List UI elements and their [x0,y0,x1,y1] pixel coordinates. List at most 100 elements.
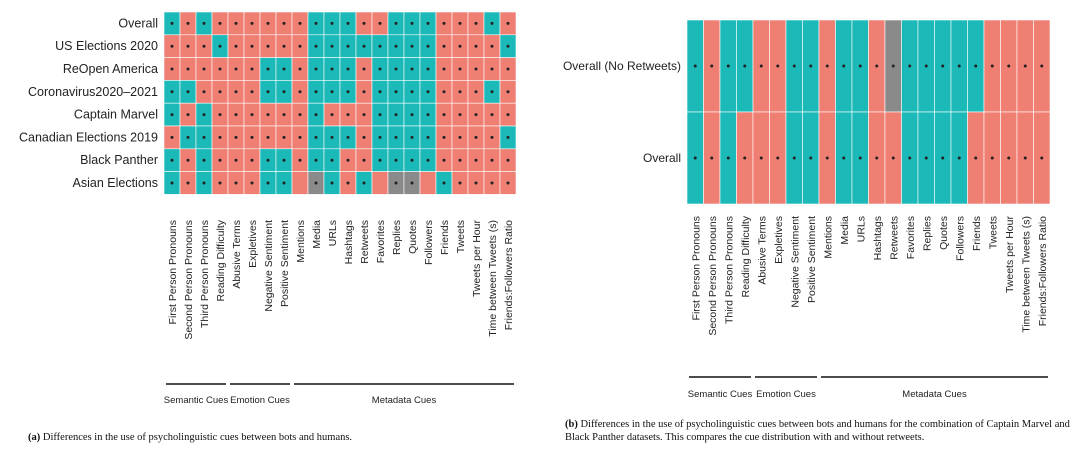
significance-marker [858,156,862,160]
significance-marker [186,44,190,48]
caption-b-tag: (b) [565,419,578,430]
significance-marker [250,21,254,25]
significance-marker [891,156,895,160]
column-label: Mentions [295,220,307,263]
column-label: Favorites [375,220,387,263]
significance-marker [298,158,302,162]
significance-marker [693,64,697,68]
significance-marker [234,135,238,139]
column-label: First Person Pronouns [690,216,702,320]
significance-marker [362,90,366,94]
significance-marker [410,181,414,185]
significance-marker [957,156,961,160]
significance-marker [506,21,510,25]
row-label: Overall [643,151,681,165]
significance-marker [298,21,302,25]
significance-marker [346,21,350,25]
significance-marker [234,21,238,25]
significance-marker [218,113,222,117]
significance-marker [330,44,334,48]
column-label: Followers [423,220,435,265]
significance-marker [362,113,366,117]
significance-marker [842,64,846,68]
significance-marker [776,64,780,68]
significance-marker [186,113,190,117]
significance-marker [346,44,350,48]
column-label: Abusive Terms [231,220,243,289]
significance-marker [266,21,270,25]
significance-marker [1040,64,1044,68]
significance-marker [410,135,414,139]
column-label: Friends:Followers Ratio [1037,216,1049,326]
heatmap-a: Overall US Elections 2020 ReOpen America Co… [19,11,517,406]
significance-marker [218,90,222,94]
significance-marker [394,181,398,185]
significance-marker [202,113,206,117]
significance-marker [410,21,414,25]
significance-marker [330,90,334,94]
column-label: Quotes [938,216,950,250]
significance-marker [710,156,714,160]
significance-marker [378,158,382,162]
significance-marker [346,90,350,94]
significance-marker [394,44,398,48]
significance-marker [378,135,382,139]
significance-marker [202,21,206,25]
significance-marker [490,90,494,94]
significance-marker [266,67,270,71]
significance-marker [474,67,478,71]
significance-marker [234,113,238,117]
significance-marker [759,64,763,68]
significance-marker [759,156,763,160]
significance-marker [346,158,350,162]
heatmap-cell [371,171,389,195]
significance-marker [442,44,446,48]
column-label: Tweets per Hour [1004,216,1016,294]
row-label: US Elections 2020 [55,39,158,53]
group-label: Emotion Cues [756,389,816,400]
significance-marker [1023,64,1027,68]
significance-marker [442,67,446,71]
significance-marker [186,135,190,139]
significance-marker [410,90,414,94]
significance-marker [234,90,238,94]
significance-marker [170,21,174,25]
column-label: Retweets [359,220,371,264]
significance-marker [426,158,430,162]
significance-marker [314,158,318,162]
significance-marker [266,158,270,162]
significance-marker [298,44,302,48]
column-label: Hashtags [872,216,884,260]
significance-marker [490,181,494,185]
significance-marker [726,156,730,160]
significance-marker [330,21,334,25]
significance-marker [426,44,430,48]
significance-marker [282,90,286,94]
caption-b-text: Differences in the use of psycholinguist… [565,419,1070,443]
significance-marker [490,113,494,117]
significance-marker [218,67,222,71]
significance-marker [474,135,478,139]
significance-marker [186,21,190,25]
significance-marker [202,158,206,162]
significance-marker [490,67,494,71]
significance-marker [346,113,350,117]
significance-marker [474,158,478,162]
heatmap-cell [419,171,437,195]
significance-marker [974,64,978,68]
significance-marker [809,156,813,160]
significance-marker [314,21,318,25]
row-label: Captain Marvel [74,108,158,122]
significance-marker [426,21,430,25]
significance-marker [458,113,462,117]
column-label: Third Person Pronouns [723,216,735,324]
column-label: Third Person Pronouns [199,220,211,328]
significance-marker [506,158,510,162]
significance-marker [458,90,462,94]
significance-marker [266,135,270,139]
significance-marker [990,64,994,68]
column-label: Tweets [455,220,467,253]
significance-marker [298,67,302,71]
significance-marker [170,135,174,139]
